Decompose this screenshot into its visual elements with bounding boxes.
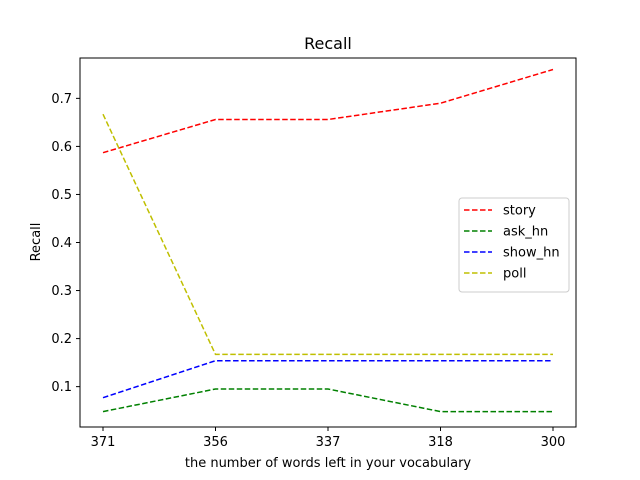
- y-tick-label: 0.6: [51, 140, 72, 155]
- legend-label: story: [503, 204, 536, 219]
- y-tick-label: 0.2: [51, 332, 72, 347]
- y-tick-label: 0.5: [51, 188, 72, 203]
- legend-label: ask_hn: [503, 225, 548, 240]
- series-line-story: [102, 68, 554, 154]
- series-layer: [102, 68, 554, 413]
- x-tick-label: 318: [428, 435, 453, 450]
- x-tick-label: 356: [203, 435, 228, 450]
- y-tick-label: 0.1: [51, 380, 72, 395]
- y-tick-label: 0.3: [51, 284, 72, 299]
- x-tick-label: 300: [541, 435, 566, 450]
- y-tick-label: 0.4: [51, 236, 72, 251]
- y-axis: 0.1 0.2 0.3 0.4 0.5 0.6 0.7: [51, 92, 80, 395]
- x-axis-label: the number of words left in your vocabul…: [185, 456, 472, 471]
- legend-box: [458, 197, 570, 293]
- y-axis-label: Recall: [29, 223, 44, 262]
- x-axis: 371 356 337 318 300: [91, 427, 566, 450]
- x-tick-label: 337: [316, 435, 341, 450]
- y-tick-label: 0.7: [51, 92, 72, 107]
- series-line-poll: [102, 113, 553, 356]
- legend-label: poll: [503, 267, 526, 282]
- chart-title: Recall: [304, 34, 352, 53]
- series-line-ask-hn: [102, 388, 553, 413]
- series-line-show-hn: [102, 359, 553, 399]
- x-tick-label: 371: [91, 435, 116, 450]
- legend-label: show_hn: [503, 246, 560, 261]
